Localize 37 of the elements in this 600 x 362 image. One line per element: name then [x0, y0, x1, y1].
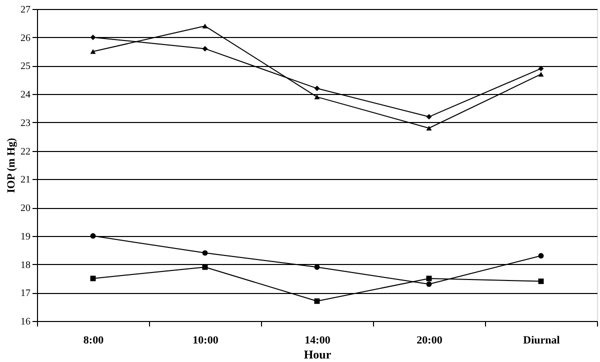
- point: [426, 114, 432, 120]
- x-tick-label: 20:00: [416, 334, 443, 346]
- x-tick-label: Diurnal: [523, 334, 560, 346]
- point: [202, 46, 208, 52]
- point: [538, 278, 544, 284]
- point: [90, 49, 96, 54]
- point: [538, 72, 544, 77]
- y-axis-title: IOP (m Hg): [6, 138, 18, 193]
- y-tick-label: 22: [20, 146, 30, 158]
- y-tick-label: 18: [20, 260, 30, 271]
- y-tick-label: 27: [20, 4, 30, 16]
- y-tick-label: 17: [20, 288, 30, 300]
- point: [314, 94, 320, 100]
- x-tick-label: 14:00: [304, 334, 331, 346]
- y-tick-label: 20: [20, 203, 30, 214]
- point: [426, 281, 432, 287]
- point: [314, 86, 320, 92]
- point: [314, 298, 320, 304]
- x-axis-title: Hour: [304, 348, 332, 362]
- y-tick-label: 26: [20, 32, 30, 44]
- point: [90, 276, 96, 282]
- y-tick-label: 25: [20, 61, 30, 72]
- point: [426, 276, 432, 282]
- point: [538, 253, 544, 258]
- point: [426, 126, 432, 130]
- y-tick-label: 19: [20, 231, 30, 242]
- point: [538, 66, 544, 72]
- y-tick-label: 24: [20, 90, 30, 101]
- y-tick-label: 16: [20, 316, 30, 328]
- point: [90, 233, 96, 239]
- point: [202, 24, 208, 28]
- x-tick-label: 10:00: [192, 334, 219, 346]
- point: [202, 250, 208, 256]
- y-tick-label: 23: [20, 118, 30, 129]
- y-tick-label: 21: [20, 174, 30, 186]
- point: [90, 34, 96, 40]
- x-tick-label: 8:00: [83, 334, 104, 346]
